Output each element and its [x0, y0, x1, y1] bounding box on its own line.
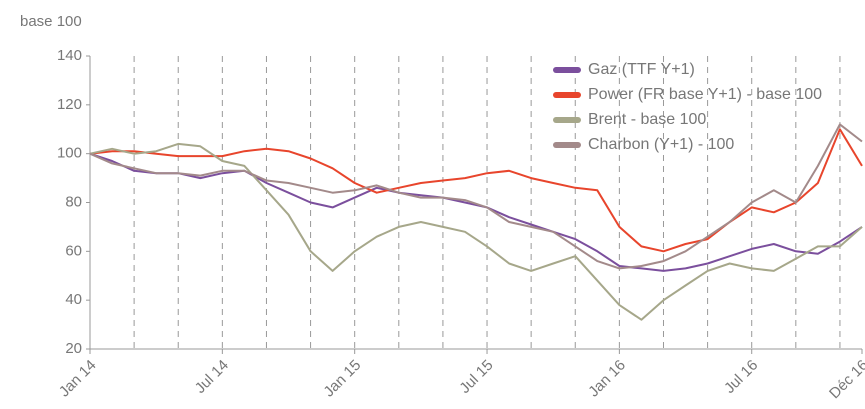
x-tick-label: Jul 14	[192, 357, 232, 397]
x-tick-label: Jan 15	[320, 357, 364, 401]
legend-label: Gaz (TTF Y+1)	[588, 61, 695, 78]
series-line	[89, 123, 863, 270]
y-tick-label: 120	[57, 96, 82, 113]
series-line	[89, 142, 863, 321]
legend-label: Power (FR base Y+1) - base 100	[588, 86, 822, 103]
y-tick-label: 80	[65, 193, 82, 210]
y-tick-label: 60	[65, 242, 82, 259]
legend-label: Charbon (Y+1) - 100	[588, 136, 734, 153]
x-tick-label: Déc 16	[826, 357, 865, 403]
y-axis-label: base 100	[20, 13, 82, 30]
x-tick-label: Jan 16	[585, 357, 629, 401]
x-tick-label: Jul 15	[456, 357, 496, 397]
legend-label: Brent - base 100	[588, 111, 706, 128]
y-tick-label: 140	[57, 47, 82, 64]
x-tick-label: Jul 16	[721, 357, 761, 397]
series-line	[89, 152, 863, 272]
y-tick-label: 100	[57, 145, 82, 162]
series-line	[89, 128, 863, 253]
y-tick-label: 40	[65, 291, 82, 308]
y-tick-label: 20	[65, 340, 82, 357]
x-tick-label: Jan 14	[56, 357, 100, 401]
